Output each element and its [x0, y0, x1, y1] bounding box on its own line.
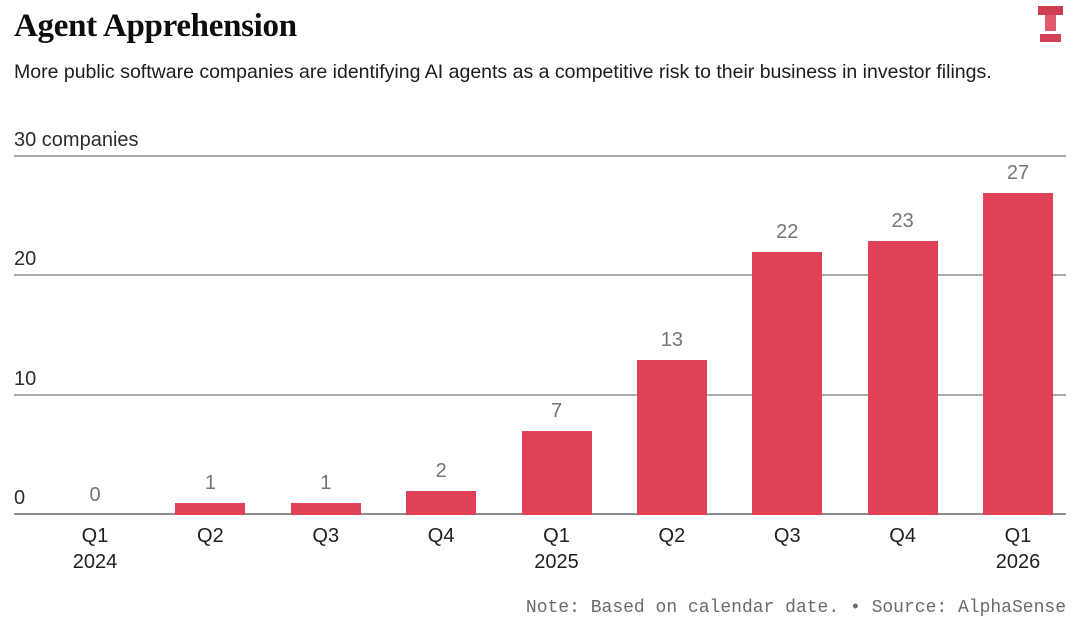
y-tick-label-10: 10 [14, 367, 37, 390]
bar-value-label: 23 [891, 209, 914, 232]
bar-value-label: 7 [550, 400, 563, 423]
bar-Q1-2026 [983, 192, 1053, 515]
bar-value-label: 27 [1006, 161, 1030, 184]
x-tick-label: Q1 2025 [534, 525, 579, 573]
bar-Q3 [290, 503, 361, 515]
bar-value-label: 0 [89, 484, 101, 506]
y-tick-label-20: 20 [14, 248, 37, 271]
y-tick-label-0: 0 [14, 487, 26, 509]
gridline-y-10 [14, 393, 1066, 396]
bar-chart-plot-area: 0 10 20 30 companies 0 Q1 2024 1 Q2 1 Q3 2 Q4 7 Q1 2025… [14, 129, 1066, 573]
x-tick-label: Q3 [312, 525, 340, 547]
bar-value-label: 1 [204, 472, 216, 495]
x-tick-label: Q1 2024 [72, 525, 118, 573]
bar-Q4 [406, 491, 477, 515]
x-tick-label: Q2 [658, 525, 686, 547]
bar-value-label: 2 [435, 460, 447, 483]
bar-Q4 [867, 240, 938, 515]
x-tick-label: Q2 [197, 525, 224, 547]
x-tick-label: Q3 [773, 525, 801, 547]
x-tick-label: Q1 2026 [995, 525, 1041, 573]
x-tick-label: Q4 [889, 525, 916, 547]
x-tick-label: Q4 [427, 525, 455, 547]
chart-subtitle: More public software companies are ident… [14, 61, 992, 83]
bar-Q1-2025 [521, 431, 592, 515]
gridline-y-20 [14, 274, 1066, 277]
chart-title: Agent Apprehension [14, 8, 297, 44]
bar-Q2 [636, 359, 707, 515]
bar-Q2 [175, 503, 246, 515]
bar-value-label: 13 [660, 328, 683, 351]
bar-Q3 [752, 252, 823, 515]
gridline-y-30 [14, 155, 1066, 157]
source-note: Note: Based on calendar date. • Source: … [525, 598, 1066, 618]
bar-value-label: 22 [776, 221, 799, 244]
y-tick-label-30: 30 companies [14, 129, 139, 151]
bar-value-label: 1 [320, 472, 332, 495]
publication-logo-icon [1038, 6, 1063, 42]
